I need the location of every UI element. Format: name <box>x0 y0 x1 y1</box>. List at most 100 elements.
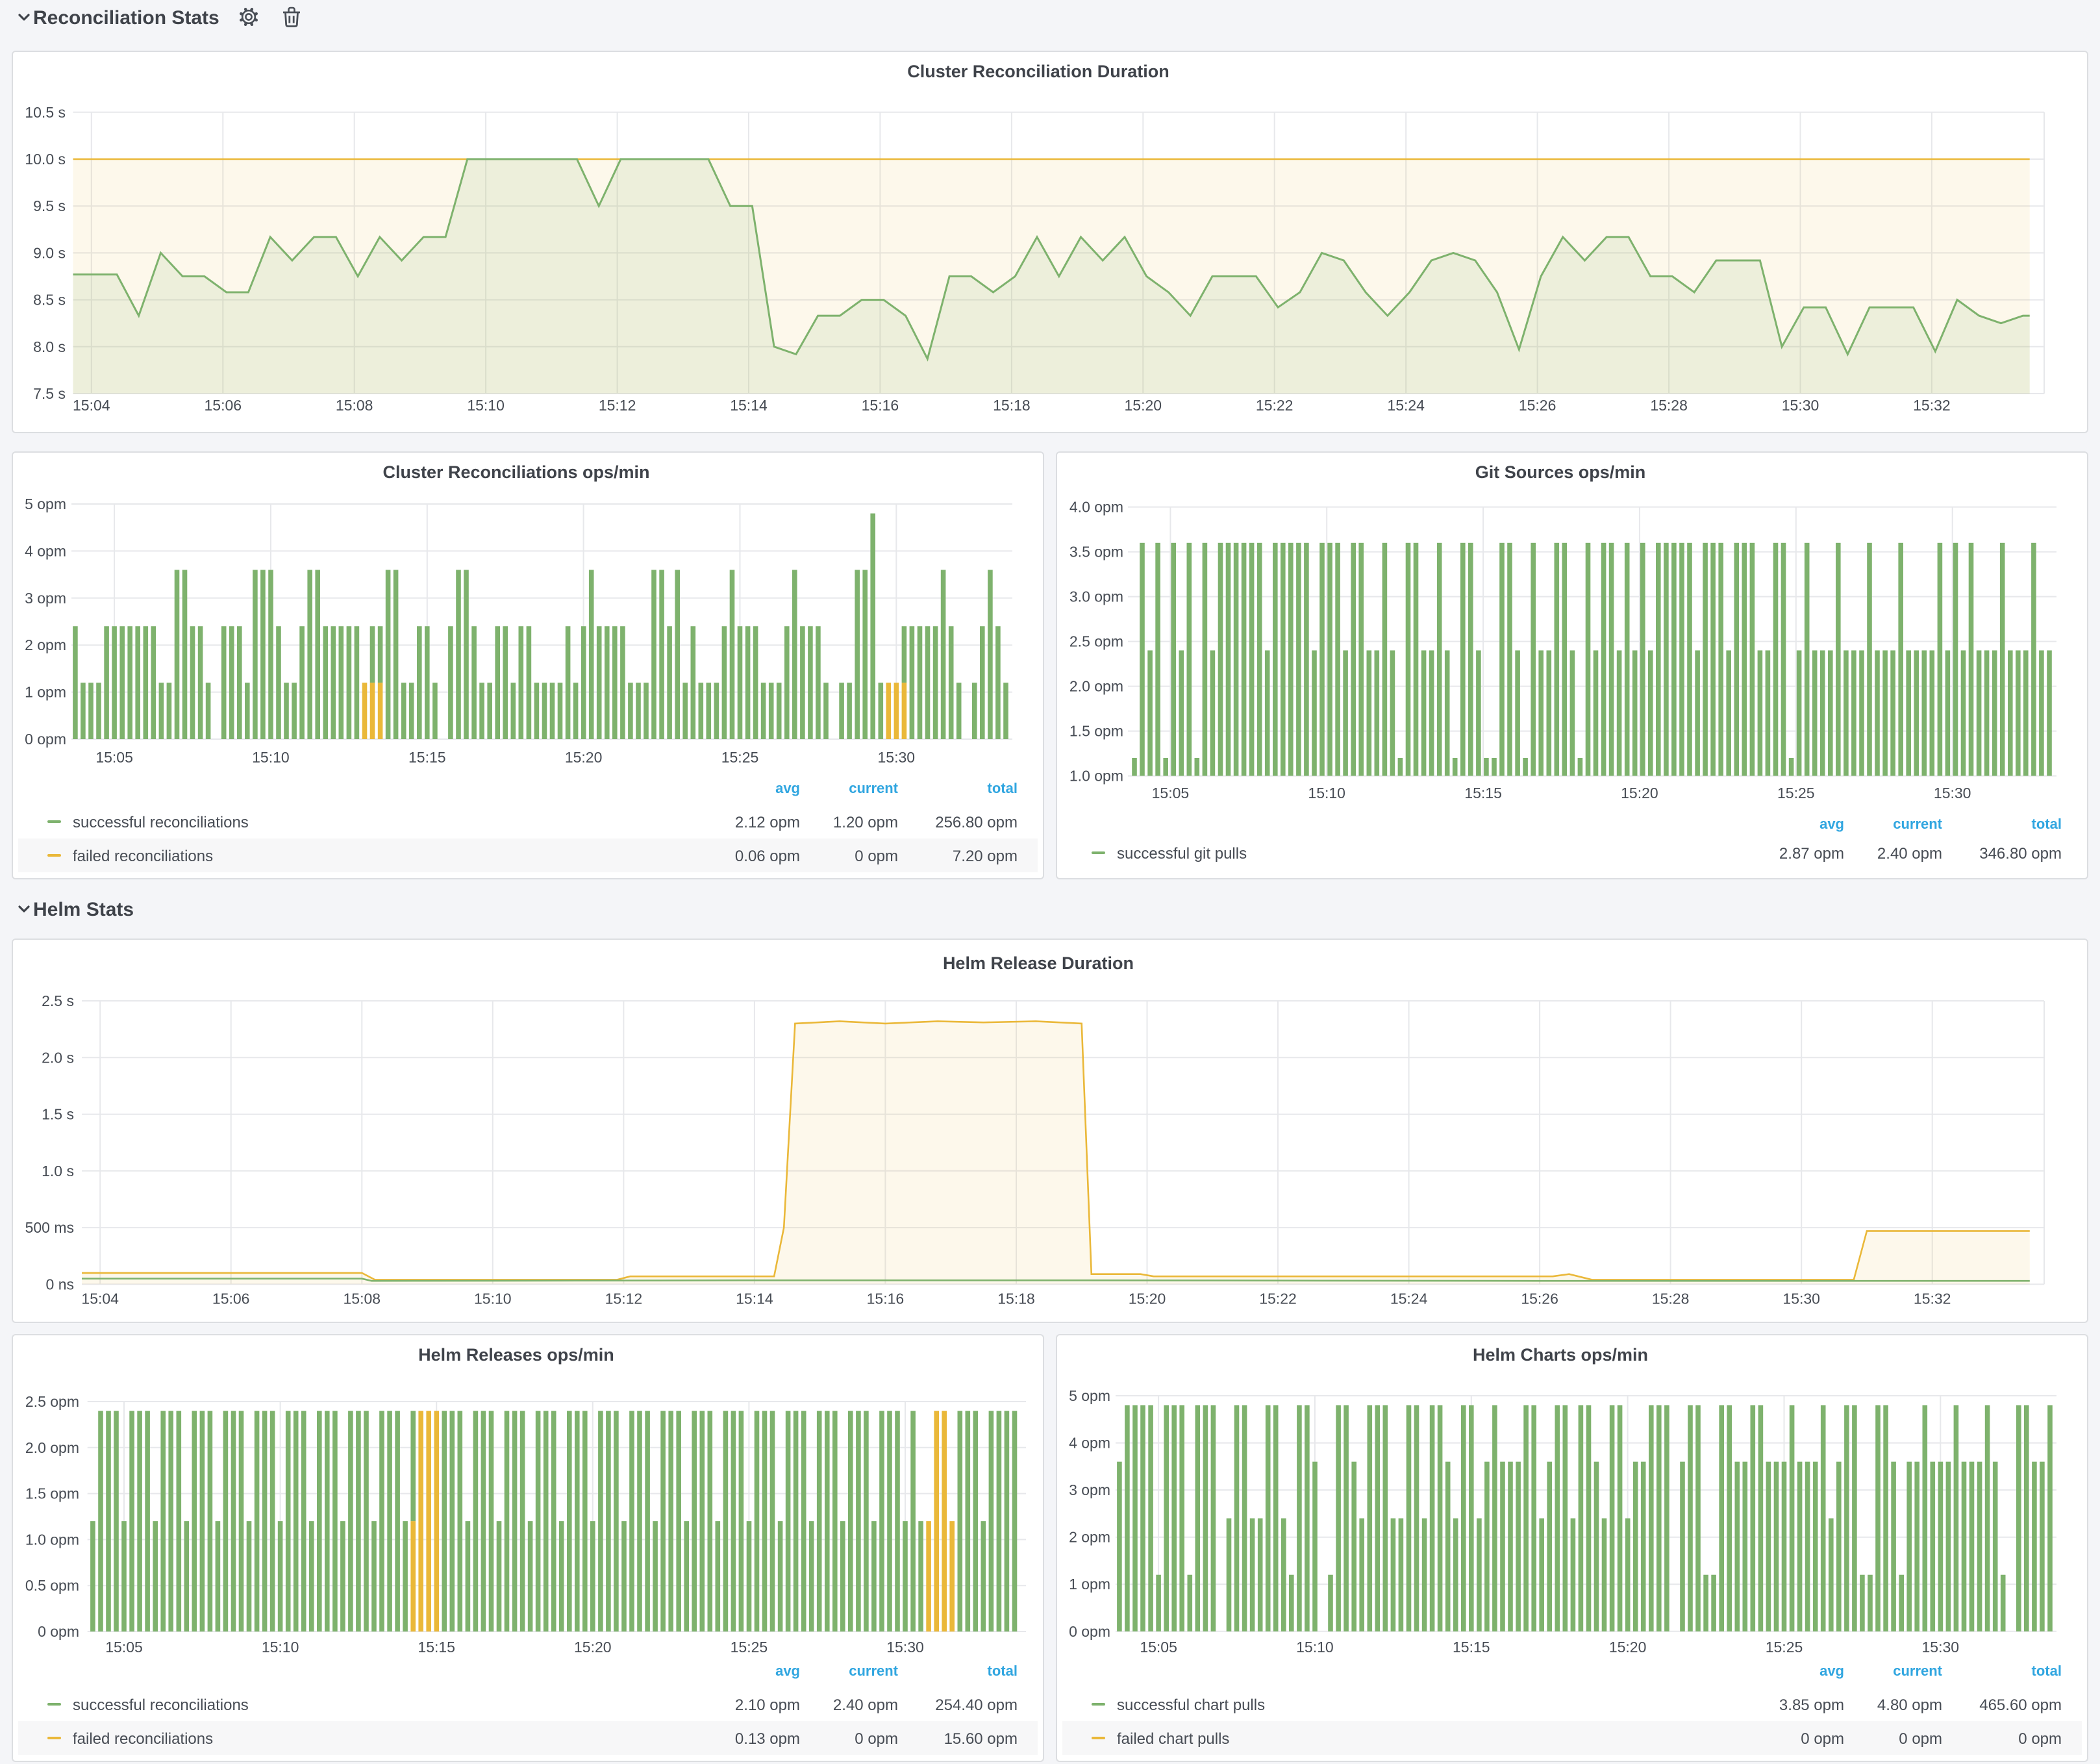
svg-text:2.40 opm: 2.40 opm <box>1877 845 1942 863</box>
svg-text:current: current <box>1893 816 1942 832</box>
svg-text:failed reconciliations: failed reconciliations <box>73 848 213 865</box>
svg-text:failed reconciliations: failed reconciliations <box>73 1730 213 1748</box>
svg-text:15:10: 15:10 <box>1296 1639 1334 1656</box>
svg-text:2.5 s: 2.5 s <box>42 992 74 1009</box>
svg-text:15:25: 15:25 <box>721 749 759 766</box>
svg-text:15:30: 15:30 <box>1782 1291 1820 1307</box>
svg-text:2.87 opm: 2.87 opm <box>1779 845 1844 863</box>
svg-text:15:10: 15:10 <box>467 397 505 414</box>
svg-text:1.5 opm: 1.5 opm <box>1069 723 1123 740</box>
svg-text:1 opm: 1 opm <box>1069 1576 1110 1593</box>
svg-text:15:15: 15:15 <box>408 749 446 766</box>
svg-text:15:05: 15:05 <box>95 749 133 766</box>
svg-text:2 opm: 2 opm <box>25 636 66 653</box>
svg-text:15:28: 15:28 <box>1652 1291 1690 1307</box>
svg-text:4.80 opm: 4.80 opm <box>1877 1696 1942 1714</box>
svg-text:15:32: 15:32 <box>1914 1291 1951 1307</box>
svg-text:15:04: 15:04 <box>81 1291 119 1307</box>
svg-text:2.0 opm: 2.0 opm <box>25 1439 79 1456</box>
svg-text:15:04: 15:04 <box>73 397 110 414</box>
svg-text:successful git pulls: successful git pulls <box>1117 845 1247 863</box>
svg-text:15:18: 15:18 <box>993 397 1031 414</box>
svg-text:3.5 opm: 3.5 opm <box>1069 544 1123 561</box>
svg-text:10.0 s: 10.0 s <box>25 151 66 168</box>
svg-text:15:12: 15:12 <box>599 397 636 414</box>
svg-text:15:20: 15:20 <box>1125 397 1162 414</box>
svg-text:1.0 opm: 1.0 opm <box>1069 768 1123 785</box>
svg-text:15:08: 15:08 <box>336 397 373 414</box>
svg-text:0 opm: 0 opm <box>855 848 898 865</box>
svg-text:2.0 s: 2.0 s <box>42 1049 74 1066</box>
svg-text:1 opm: 1 opm <box>25 684 66 701</box>
svg-text:15:26: 15:26 <box>1519 397 1556 414</box>
svg-text:15:20: 15:20 <box>1621 785 1658 801</box>
svg-text:successful reconciliations: successful reconciliations <box>73 814 249 831</box>
svg-text:15:05: 15:05 <box>105 1639 143 1656</box>
svg-text:5 opm: 5 opm <box>1069 1387 1110 1404</box>
svg-text:2.0 opm: 2.0 opm <box>1069 678 1123 695</box>
svg-text:3.0 opm: 3.0 opm <box>1069 588 1123 605</box>
svg-text:15:20: 15:20 <box>574 1639 612 1656</box>
svg-text:2.10 opm: 2.10 opm <box>735 1696 800 1714</box>
svg-text:15:20: 15:20 <box>1609 1639 1647 1656</box>
svg-text:0 opm: 0 opm <box>25 731 66 748</box>
svg-text:10.5 s: 10.5 s <box>25 104 66 121</box>
svg-text:7.5 s: 7.5 s <box>33 385 66 402</box>
svg-text:0.13 opm: 0.13 opm <box>735 1730 800 1748</box>
svg-text:8.0 s: 8.0 s <box>33 338 66 355</box>
svg-text:2.40 opm: 2.40 opm <box>833 1696 898 1714</box>
svg-text:1.5 s: 1.5 s <box>42 1106 74 1123</box>
svg-text:3 opm: 3 opm <box>25 590 66 607</box>
svg-text:15.60 opm: 15.60 opm <box>944 1730 1018 1748</box>
svg-text:5 opm: 5 opm <box>25 496 66 512</box>
svg-text:15:16: 15:16 <box>867 1291 905 1307</box>
svg-text:total: total <box>988 1663 1018 1679</box>
svg-text:avg: avg <box>775 780 800 796</box>
svg-text:0 opm: 0 opm <box>2018 1730 2062 1748</box>
svg-text:465.60 opm: 465.60 opm <box>1979 1696 2062 1714</box>
svg-text:15:30: 15:30 <box>1922 1639 1960 1656</box>
svg-text:15:08: 15:08 <box>344 1291 381 1307</box>
svg-text:15:10: 15:10 <box>1308 785 1345 801</box>
svg-text:15:16: 15:16 <box>862 397 899 414</box>
svg-text:15:05: 15:05 <box>1152 785 1190 801</box>
svg-text:2.5 opm: 2.5 opm <box>25 1393 79 1410</box>
svg-text:0 opm: 0 opm <box>855 1730 898 1748</box>
svg-text:2.12 opm: 2.12 opm <box>735 814 800 831</box>
svg-text:15:25: 15:25 <box>1766 1639 1803 1656</box>
svg-text:15:15: 15:15 <box>1453 1639 1490 1656</box>
svg-text:15:05: 15:05 <box>1140 1639 1177 1656</box>
svg-text:15:10: 15:10 <box>474 1291 512 1307</box>
svg-text:1.0 opm: 1.0 opm <box>25 1531 79 1548</box>
svg-text:1.5 opm: 1.5 opm <box>25 1485 79 1502</box>
svg-text:current: current <box>849 780 898 796</box>
svg-text:Cluster Reconciliation Duratio: Cluster Reconciliation Duration <box>907 62 1169 81</box>
svg-text:Helm Release Duration: Helm Release Duration <box>943 953 1134 973</box>
svg-text:15:20: 15:20 <box>1129 1291 1166 1307</box>
svg-text:15:24: 15:24 <box>1390 1291 1428 1307</box>
svg-text:avg: avg <box>1819 1663 1844 1679</box>
svg-text:current: current <box>849 1663 898 1679</box>
svg-text:1.20 opm: 1.20 opm <box>833 814 898 831</box>
svg-text:346.80 opm: 346.80 opm <box>1979 845 2062 863</box>
svg-text:15:06: 15:06 <box>205 397 242 414</box>
svg-text:256.80 opm: 256.80 opm <box>935 814 1018 831</box>
svg-text:2.5 opm: 2.5 opm <box>1069 633 1123 650</box>
svg-text:4.0 opm: 4.0 opm <box>1069 499 1123 516</box>
svg-text:Helm Charts ops/min: Helm Charts ops/min <box>1473 1345 1648 1365</box>
svg-text:successful chart pulls: successful chart pulls <box>1117 1696 1265 1714</box>
svg-text:15:28: 15:28 <box>1650 397 1688 414</box>
svg-text:Git Sources ops/min: Git Sources ops/min <box>1475 462 1646 482</box>
svg-text:15:15: 15:15 <box>1464 785 1502 801</box>
svg-text:7.20 opm: 7.20 opm <box>953 848 1018 865</box>
svg-text:Cluster Reconciliations ops/mi: Cluster Reconciliations ops/min <box>382 462 649 482</box>
svg-text:15:25: 15:25 <box>1777 785 1815 801</box>
svg-text:8.5 s: 8.5 s <box>33 292 66 309</box>
svg-text:4 opm: 4 opm <box>25 542 66 559</box>
svg-text:total: total <box>988 780 1018 796</box>
svg-text:15:30: 15:30 <box>878 749 916 766</box>
svg-text:9.5 s: 9.5 s <box>33 197 66 214</box>
svg-text:15:18: 15:18 <box>997 1291 1035 1307</box>
svg-text:0 opm: 0 opm <box>1899 1730 1942 1748</box>
svg-text:15:10: 15:10 <box>262 1639 299 1656</box>
